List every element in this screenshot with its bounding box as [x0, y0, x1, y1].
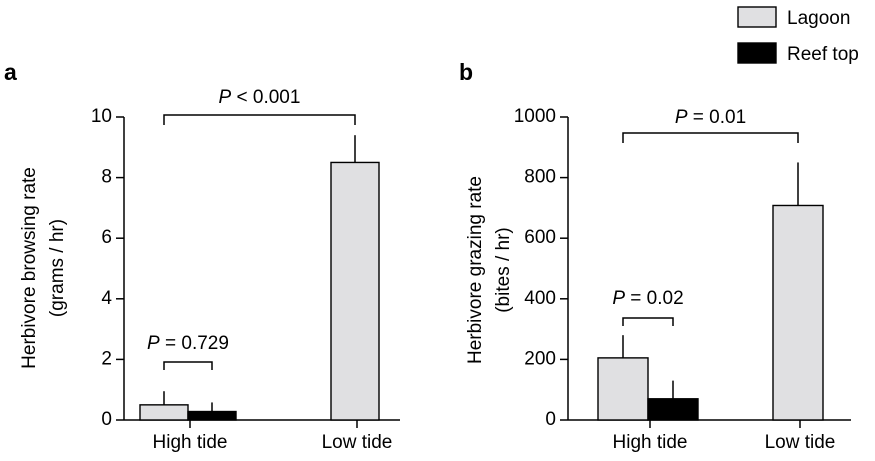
- y-tick-label: 2: [101, 348, 112, 369]
- y-tick-label: 0: [101, 409, 112, 430]
- bar-reef-top-high-tide: [647, 398, 699, 421]
- x-tick-label: Low tide: [322, 432, 393, 453]
- legend-label-lagoon: Lagoon: [787, 8, 850, 29]
- panel-a: a Herbivore browsing rate (grams / hr) 0 2 4 6…: [4, 59, 400, 453]
- significance-bracket: [622, 132, 799, 143]
- y-axis-title: (bites / hr): [493, 227, 514, 313]
- panel-letter: b: [459, 59, 473, 85]
- significance-bracket: [163, 114, 356, 125]
- bar-reef-top-high-tide: [187, 410, 237, 421]
- y-tick-label: 1000: [514, 106, 556, 127]
- y-axis-title: (grams / hr): [47, 219, 68, 317]
- bar-lagoon-low-tide: [330, 161, 380, 421]
- x-tick-label: High tide: [153, 432, 228, 453]
- y-tick-label: 400: [524, 288, 556, 309]
- bar-lagoon-high-tide: [139, 404, 189, 421]
- legend-label-reef-top: Reef top: [787, 44, 859, 65]
- bar-lagoon-high-tide: [597, 357, 649, 421]
- x-tick-label: Low tide: [765, 432, 836, 453]
- y-axis-title: Herbivore grazing rate: [465, 176, 486, 364]
- x-tick-label: High tide: [613, 432, 688, 453]
- legend-swatch-reef-top: [737, 42, 777, 64]
- panel-b: b Herbivore grazing rate (bites / hr) 0 200 4…: [459, 59, 851, 453]
- significance-bracket: [622, 317, 674, 326]
- panel-letter: a: [4, 59, 17, 85]
- y-axis-title: Herbivore browsing rate: [19, 167, 40, 369]
- y-tick-label: 600: [524, 227, 556, 248]
- p-value-label: P = 0.01: [675, 107, 746, 128]
- legend-swatch-lagoon: [737, 6, 777, 28]
- y-tick-label: 6: [101, 227, 112, 248]
- y-tick-label: 200: [524, 348, 556, 369]
- y-tick-label: 800: [524, 167, 556, 188]
- significance-bracket: [163, 361, 213, 370]
- y-tick-label: 10: [91, 106, 112, 127]
- y-tick-label: 4: [101, 288, 112, 309]
- bar-lagoon-low-tide: [772, 204, 824, 421]
- p-value-label: P = 0.729: [147, 333, 229, 354]
- p-value-label: P < 0.001: [219, 87, 301, 108]
- p-value-label: P = 0.02: [612, 288, 683, 309]
- y-tick-label: 0: [545, 409, 556, 430]
- y-tick-label: 8: [101, 167, 112, 188]
